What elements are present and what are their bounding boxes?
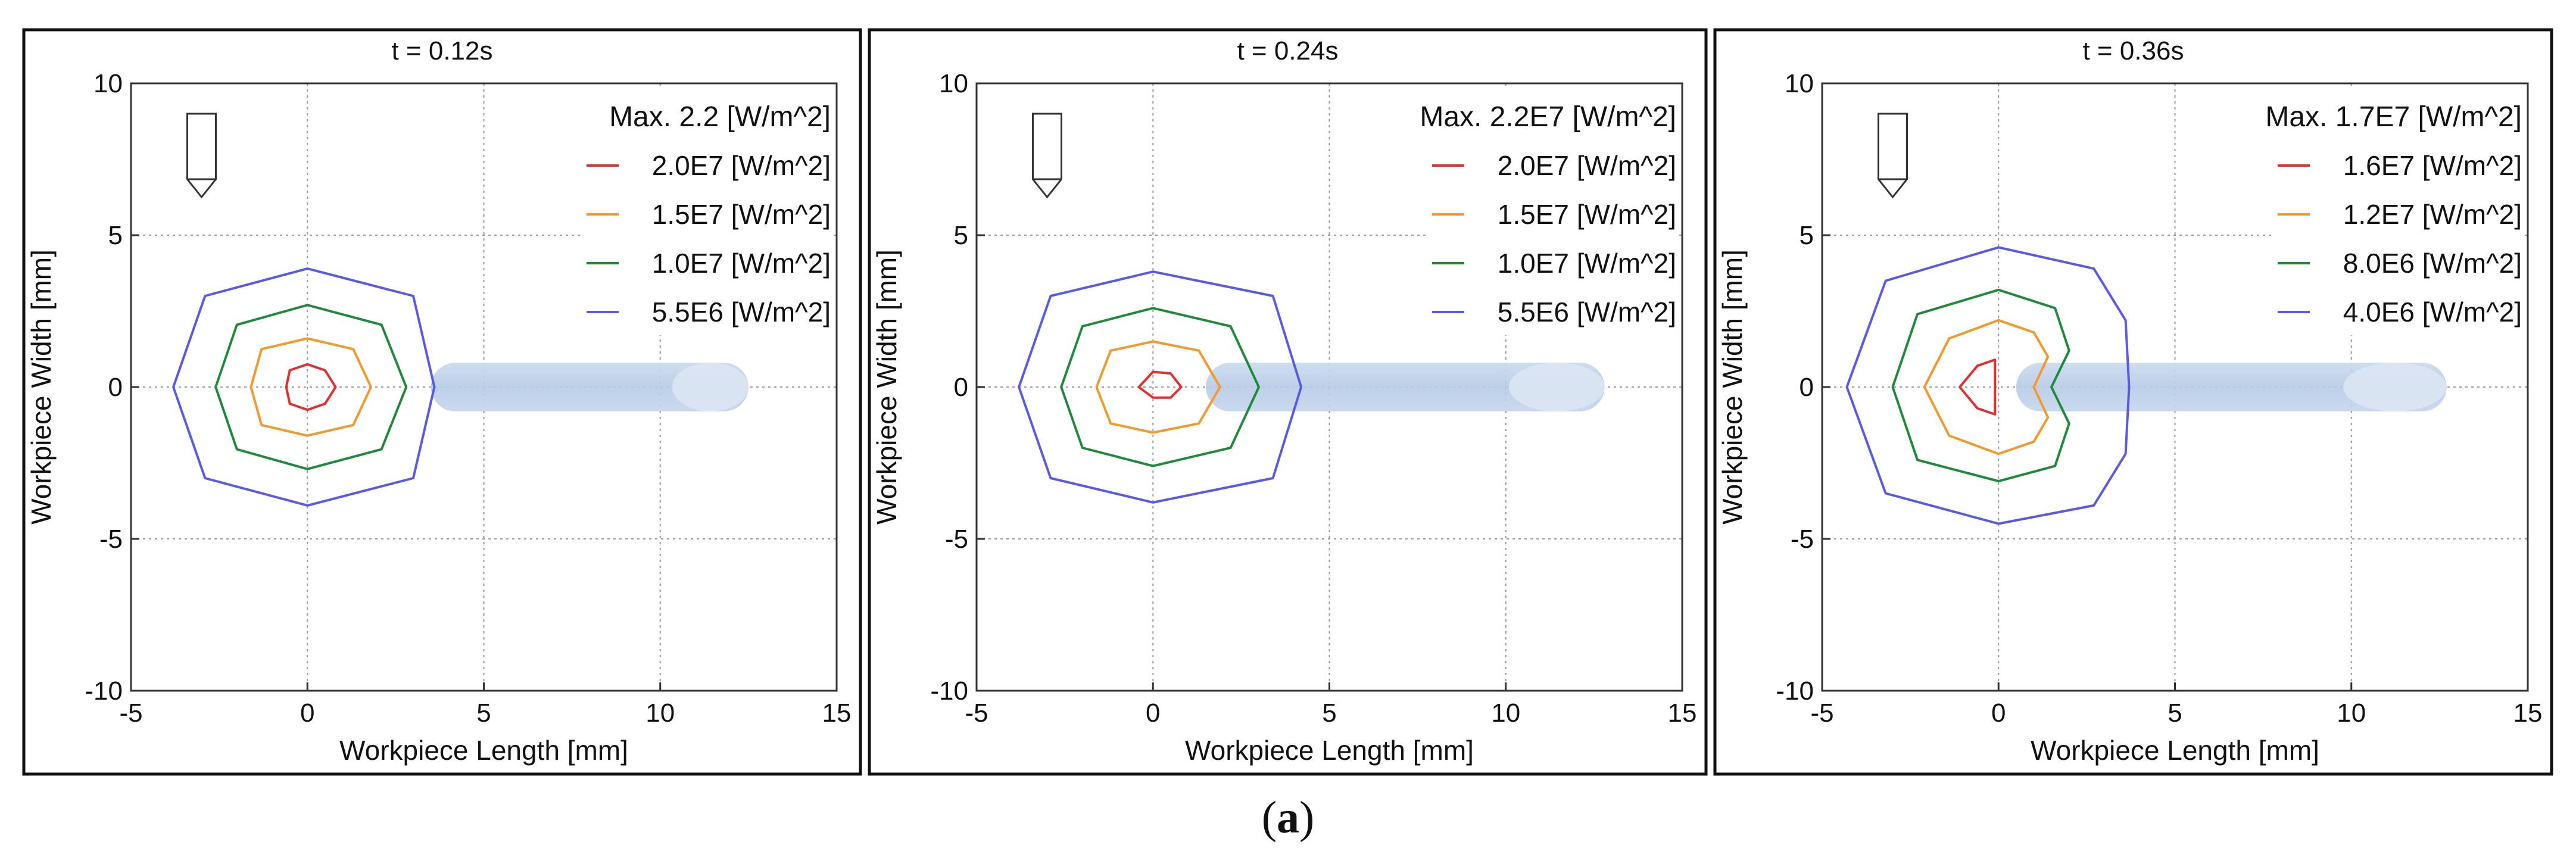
legend-entry: 2.0E7 [W/m^2]: [1498, 150, 1676, 181]
legend-entry: 5.5E6 [W/m^2]: [652, 297, 831, 327]
y-tick-label: 10: [1785, 69, 1814, 98]
x-axis-label: Workpiece Length [mm]: [2031, 735, 2319, 766]
y-tick-label: -10: [930, 676, 968, 706]
x-tick-label: -5: [965, 698, 988, 728]
legend-entry: 1.6E7 [W/m^2]: [2343, 150, 2522, 181]
y-axis-label: Workpiece Width [mm]: [26, 249, 57, 525]
figure-caption: (a): [1261, 793, 1315, 843]
tool-track: [1206, 363, 1605, 411]
legend-entry: 1.5E7 [W/m^2]: [1498, 199, 1676, 230]
y-tick-label: 0: [1800, 373, 1814, 402]
x-tick-label: 5: [476, 698, 491, 728]
y-axis-label: Workpiece Width [mm]: [871, 249, 902, 525]
contour-2: [250, 337, 372, 437]
x-tick-label: 0: [1146, 698, 1160, 728]
y-tick-label: 5: [1800, 221, 1814, 250]
x-tick-label: 5: [2168, 698, 2182, 728]
y-tick-label: -5: [99, 525, 123, 554]
legend-max-label: Max. 1.7E7 [W/m^2]: [2265, 101, 2522, 133]
x-tick-label: 5: [1322, 698, 1336, 728]
legend-entry: 1.2E7 [W/m^2]: [2343, 199, 2522, 230]
x-tick-label: 10: [645, 698, 675, 728]
contour-3: [1891, 288, 2070, 483]
x-tick-label: 10: [2337, 698, 2366, 728]
panel-title: t = 0.12s: [391, 36, 492, 65]
contour-1: [1137, 370, 1183, 399]
contour-4: [172, 267, 436, 507]
contour-2: [1923, 319, 2050, 456]
x-tick-label: 15: [2513, 698, 2543, 728]
x-tick-label: 10: [1491, 698, 1520, 728]
x-tick-label: 0: [1991, 698, 2006, 728]
tool-track: [431, 363, 749, 411]
y-tick-label: 10: [939, 69, 968, 98]
y-axis-label: Workpiece Width [mm]: [1717, 249, 1748, 525]
y-tick-label: 5: [954, 221, 968, 250]
legend-entry: 2.0E7 [W/m^2]: [652, 150, 831, 181]
x-tick-label: -5: [1810, 698, 1833, 728]
x-tick-label: 15: [1668, 698, 1697, 728]
legend-background: [2272, 88, 2522, 335]
track-end-cap: [672, 363, 749, 411]
panel-title: t = 0.24s: [1237, 36, 1338, 65]
legend-entry: 5.5E6 [W/m^2]: [1498, 297, 1676, 327]
track-end-cap: [2343, 363, 2447, 411]
y-tick-label: -10: [1776, 676, 1814, 706]
contour-4: [1845, 246, 2131, 525]
contour-1: [285, 363, 337, 411]
legend-max-label: Max. 2.2 [W/m^2]: [609, 101, 831, 133]
tool-track: [2016, 363, 2447, 411]
x-tick-label: -5: [119, 698, 142, 728]
contour-2: [1095, 340, 1221, 434]
y-tick-label: 10: [93, 69, 123, 98]
panel-title: t = 0.36s: [2082, 36, 2184, 65]
y-tick-label: -5: [945, 525, 968, 554]
y-tick-label: -5: [1791, 525, 1814, 554]
y-tick-label: 0: [954, 373, 968, 402]
x-axis-label: Workpiece Length [mm]: [1185, 735, 1474, 766]
contour-3: [214, 304, 408, 470]
contour-3: [1060, 307, 1260, 467]
legend-entry: 1.0E7 [W/m^2]: [652, 248, 831, 279]
contour-1: [1958, 358, 1997, 416]
contour-4: [1018, 270, 1303, 504]
y-tick-label: 5: [108, 221, 123, 250]
legend-max-label: Max. 2.2E7 [W/m^2]: [1420, 101, 1676, 133]
x-tick-label: 0: [300, 698, 314, 728]
tool-icon: [186, 113, 217, 199]
tool-icon: [1032, 113, 1062, 199]
y-tick-label: -10: [85, 676, 123, 706]
legend-entry: 4.0E6 [W/m^2]: [2343, 297, 2522, 327]
track-end-cap: [1508, 363, 1605, 411]
tool-icon: [1878, 113, 1908, 199]
legend-entry: 8.0E6 [W/m^2]: [2343, 248, 2522, 279]
legend-entry: 1.5E7 [W/m^2]: [652, 199, 831, 230]
legend-entry: 1.0E7 [W/m^2]: [1498, 248, 1676, 279]
legend-background: [1426, 88, 1676, 335]
y-tick-label: 0: [108, 373, 123, 402]
x-tick-label: 15: [822, 698, 852, 728]
x-axis-label: Workpiece Length [mm]: [339, 735, 628, 766]
legend-background: [581, 88, 831, 335]
